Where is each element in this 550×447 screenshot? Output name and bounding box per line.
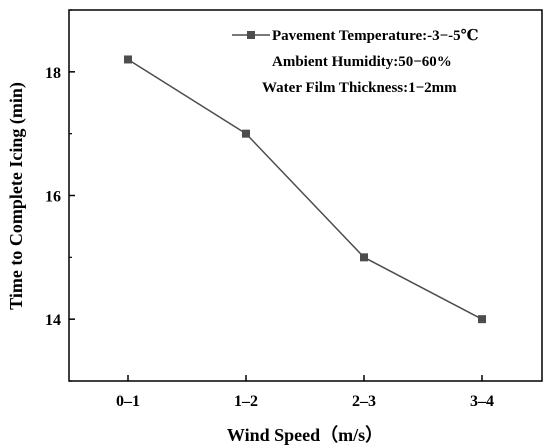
series-group (124, 55, 486, 324)
data-point (478, 315, 486, 324)
x-tick-label: 0–1 (116, 393, 140, 410)
x-axis: 0–1 1–2 2–3 3–4 (116, 375, 494, 410)
legend-entry-series: Pavement Temperature:-3−-5℃ (272, 28, 479, 44)
legend-marker (247, 31, 255, 39)
data-point (124, 55, 132, 64)
x-axis-title: Wind Speed（m/s） (227, 425, 383, 445)
x-tick-label: 1–2 (234, 393, 258, 410)
y-tick-label: 16 (45, 189, 61, 206)
legend: Pavement Temperature:-3−-5℃ Ambient Humi… (232, 28, 479, 96)
y-axis-title: Time to Complete Icing (min) (6, 82, 27, 310)
legend-entry-film-thickness: Water Film Thickness:1−2mm (262, 80, 457, 96)
data-point (242, 129, 250, 138)
y-axis: 14 16 18 (45, 9, 75, 382)
y-tick-label: 14 (45, 312, 61, 329)
data-point (360, 253, 368, 262)
x-tick-label: 2–3 (352, 393, 376, 410)
series-line (127, 58, 483, 320)
legend-entry-humidity: Ambient Humidity:50−60% (272, 54, 452, 70)
y-tick-label: 18 (45, 65, 61, 82)
x-tick-label: 3–4 (470, 393, 494, 410)
